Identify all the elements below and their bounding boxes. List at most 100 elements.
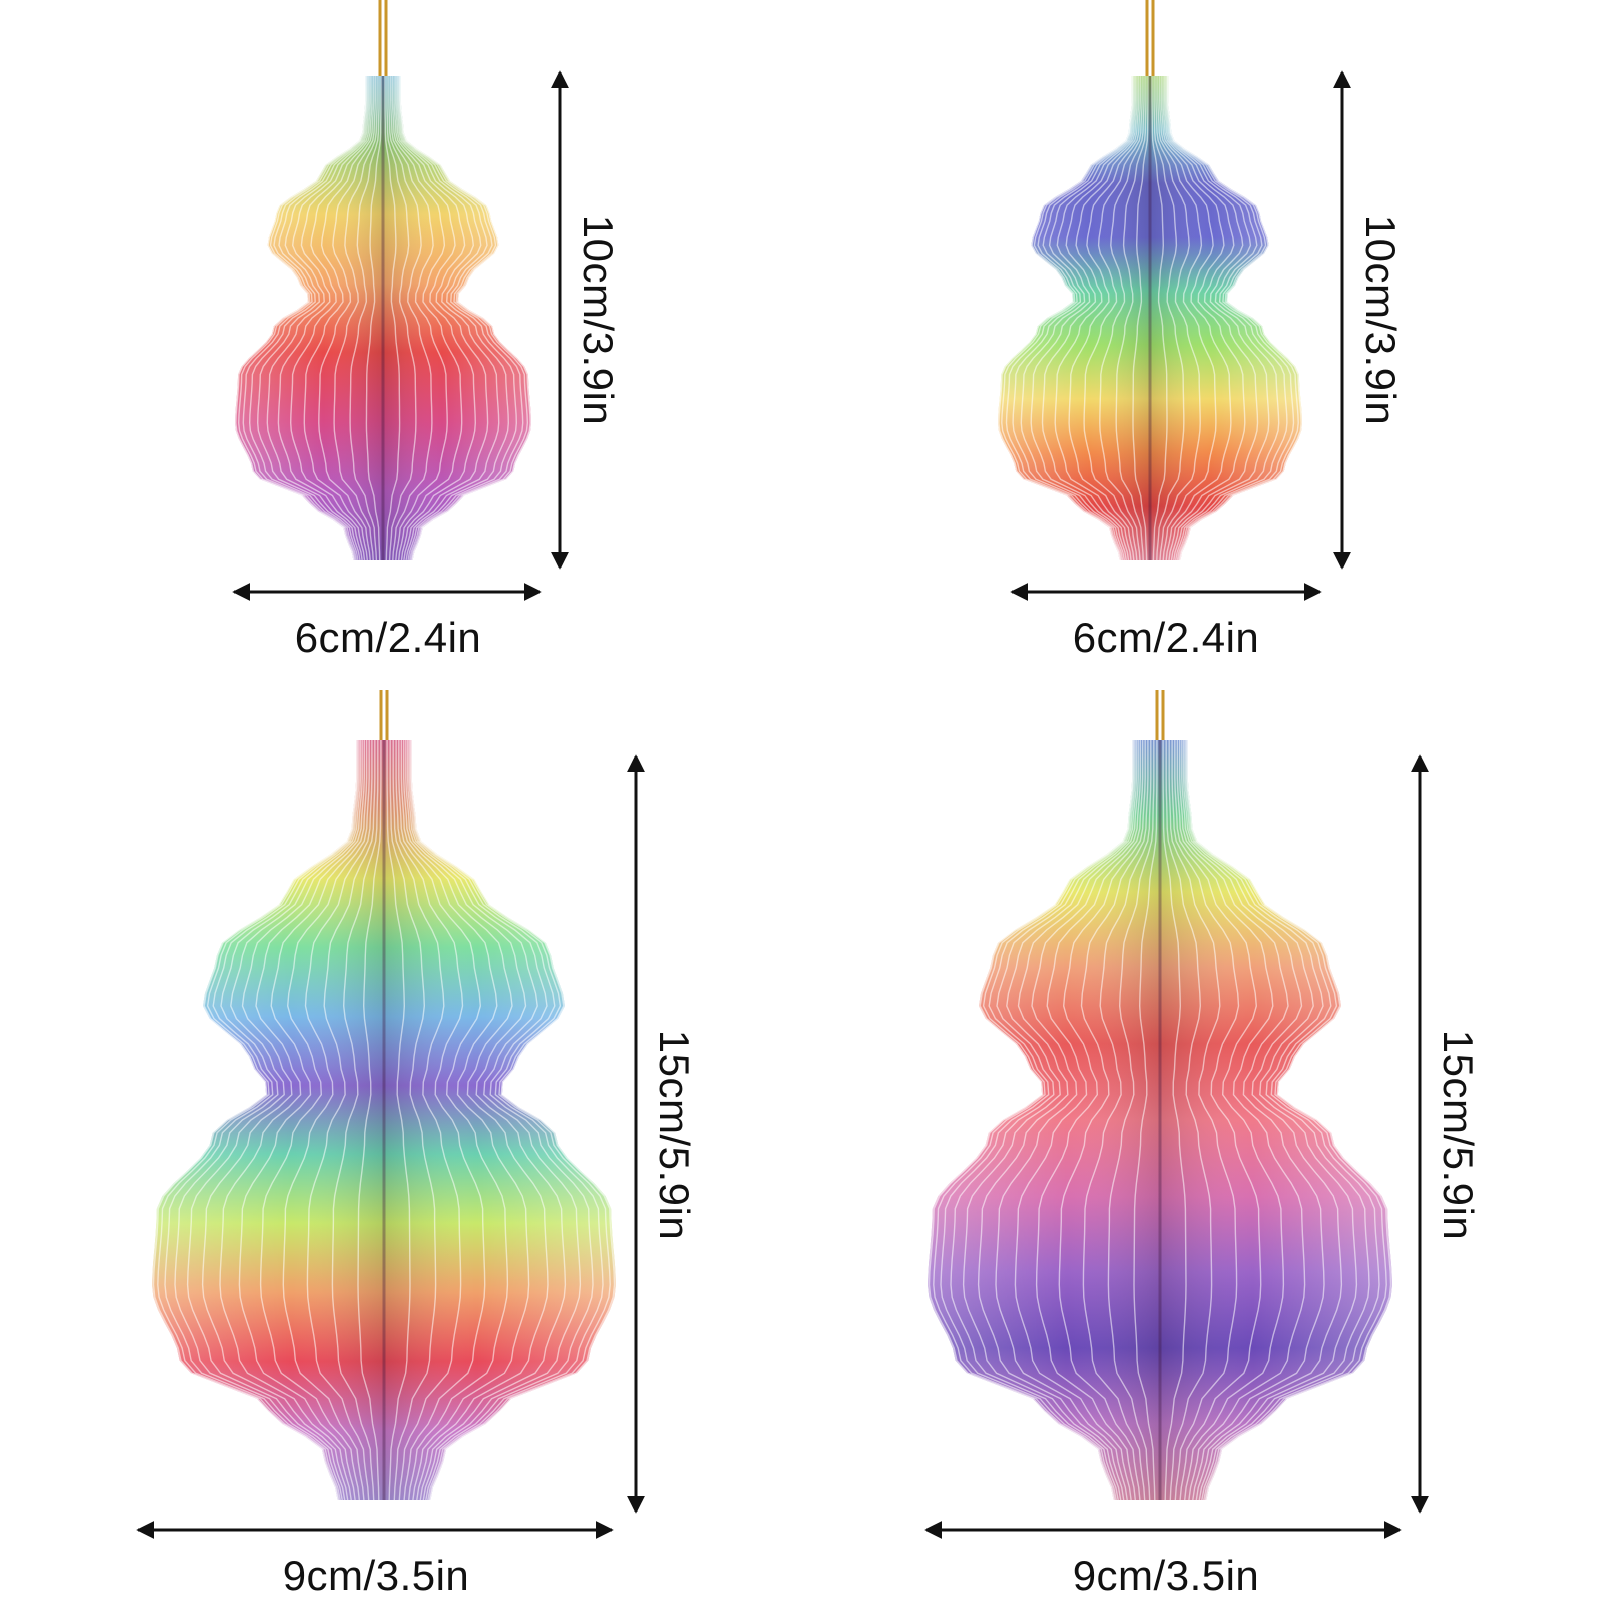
- honeycomb-rib: [1020, 76, 1136, 560]
- width-label: 9cm/3.5in: [283, 1552, 470, 1599]
- honeycomb-ribs: [235, 76, 531, 560]
- honeycomb-rib: [388, 76, 433, 560]
- honeycomb-rib: [1187, 740, 1392, 1500]
- honeycomb-rib: [940, 740, 1135, 1500]
- honeycomb-rib: [174, 740, 360, 1500]
- honeycomb-rib: [1153, 76, 1185, 560]
- honeycomb-rib: [928, 740, 1133, 1500]
- honeycomb-rib: [256, 76, 369, 560]
- honeycomb-ribs: [998, 76, 1302, 560]
- honeycomb-rib: [950, 740, 1136, 1500]
- honeycomb-rib: [1151, 76, 1168, 560]
- height-label: 10cm/3.9in: [575, 215, 622, 425]
- honeycomb-rib: [1001, 76, 1133, 560]
- honeycomb-rib: [1176, 740, 1306, 1500]
- honeycomb-rib: [977, 740, 1139, 1500]
- honeycomb-rib: [1014, 740, 1144, 1500]
- honeycomb-rib: [1164, 76, 1280, 560]
- honeycomb-rib: [408, 740, 594, 1500]
- honeycomb-ribs: [152, 740, 616, 1500]
- honeycomb-rib: [1162, 740, 1187, 1500]
- honeycomb-rib: [1181, 740, 1343, 1500]
- honeycomb-rib: [201, 740, 363, 1500]
- honeycomb-rib: [386, 740, 411, 1500]
- honeycomb-rib: [1162, 76, 1259, 560]
- height-label: 15cm/5.9in: [1435, 1030, 1482, 1240]
- honeycomb-rib: [392, 740, 462, 1500]
- honeycomb-rib: [1157, 76, 1217, 560]
- height-label: 15cm/5.9in: [651, 1030, 698, 1240]
- honeycomb-rib: [259, 740, 370, 1500]
- honeycomb-rib: [403, 740, 549, 1500]
- honeycomb-rib: [1166, 76, 1295, 560]
- honeycomb-rib: [1054, 76, 1140, 560]
- honeycomb-rib: [1083, 76, 1143, 560]
- honeycomb-rib: [1012, 76, 1135, 560]
- honeycomb-rib: [282, 740, 373, 1500]
- honeycomb-rib: [399, 76, 524, 560]
- hanging-string: [378, 0, 388, 76]
- ornament-small-cool: 10cm/3.9in 6cm/2.4in: [998, 0, 1404, 661]
- honeycomb-rib: [394, 76, 489, 560]
- honeycomb-rib: [1174, 740, 1285, 1500]
- ornament-small-warm: 10cm/3.9in 6cm/2.4in: [232, 0, 622, 661]
- honeycomb-rib: [400, 76, 531, 560]
- honeycomb-rib: [318, 76, 376, 560]
- honeycomb-rib: [1132, 76, 1149, 560]
- honeycomb-rib: [410, 740, 611, 1500]
- honeycomb-rib: [1184, 740, 1370, 1500]
- honeycomb-rib: [242, 76, 367, 560]
- honeycomb-rib: [411, 740, 616, 1500]
- honeycomb-rib: [1179, 740, 1325, 1500]
- honeycomb-rib: [1133, 740, 1158, 1500]
- honeycomb-rib: [396, 76, 500, 560]
- honeycomb-rib: [995, 740, 1141, 1500]
- honeycomb-rib: [962, 740, 1138, 1500]
- honeycomb-rib: [398, 740, 509, 1500]
- honeycomb-rib: [405, 740, 567, 1500]
- honeycomb-rib: [157, 740, 358, 1500]
- honeycomb-rib: [1165, 740, 1213, 1500]
- honeycomb-rib: [1165, 76, 1288, 560]
- honeycomb-rib: [1107, 740, 1155, 1500]
- honeycomb-rib: [933, 740, 1134, 1500]
- honeycomb-rib: [248, 76, 368, 560]
- honeycomb-rib: [409, 740, 604, 1500]
- honeycomb-rib: [331, 740, 379, 1500]
- height-label: 10cm/3.9in: [1357, 215, 1404, 425]
- honeycomb-rib: [1167, 76, 1302, 560]
- honeycomb-rib: [1171, 740, 1262, 1500]
- honeycomb-rib: [400, 740, 530, 1500]
- honeycomb-rib: [266, 76, 370, 560]
- width-label: 9cm/3.5in: [1073, 1552, 1260, 1599]
- width-label: 6cm/2.4in: [1073, 614, 1260, 661]
- honeycomb-rib: [389, 740, 437, 1500]
- honeycomb-ribs: [928, 740, 1392, 1500]
- honeycomb-rib: [393, 76, 477, 560]
- honeycomb-rib: [398, 76, 518, 560]
- hanging-string: [1145, 0, 1155, 76]
- honeycomb-rib: [289, 76, 373, 560]
- honeycomb-rib: [406, 740, 582, 1500]
- honeycomb-rib: [1082, 740, 1152, 1500]
- honeycomb-rib: [1168, 740, 1238, 1500]
- honeycomb-rib: [1041, 76, 1138, 560]
- honeycomb-rib: [390, 76, 448, 560]
- honeycomb-rib: [365, 76, 382, 560]
- honeycomb-rib: [395, 740, 486, 1500]
- honeycomb-rib: [237, 76, 367, 560]
- honeycomb-rib: [1115, 76, 1147, 560]
- honeycomb-rib: [1163, 76, 1270, 560]
- honeycomb-rib: [1030, 76, 1137, 560]
- honeycomb-rib: [386, 76, 417, 560]
- honeycomb-rib: [391, 76, 463, 560]
- honeycomb-rib: [164, 740, 359, 1500]
- honeycomb-rib: [1185, 740, 1380, 1500]
- honeycomb-rib: [306, 740, 376, 1500]
- honeycomb-rib: [303, 76, 375, 560]
- honeycomb-rib: [1155, 76, 1201, 560]
- ornament-large-rainbow: 15cm/5.9in 9cm/3.5in: [136, 690, 698, 1599]
- honeycomb-rib: [349, 76, 380, 560]
- honeycomb-rib: [397, 76, 510, 560]
